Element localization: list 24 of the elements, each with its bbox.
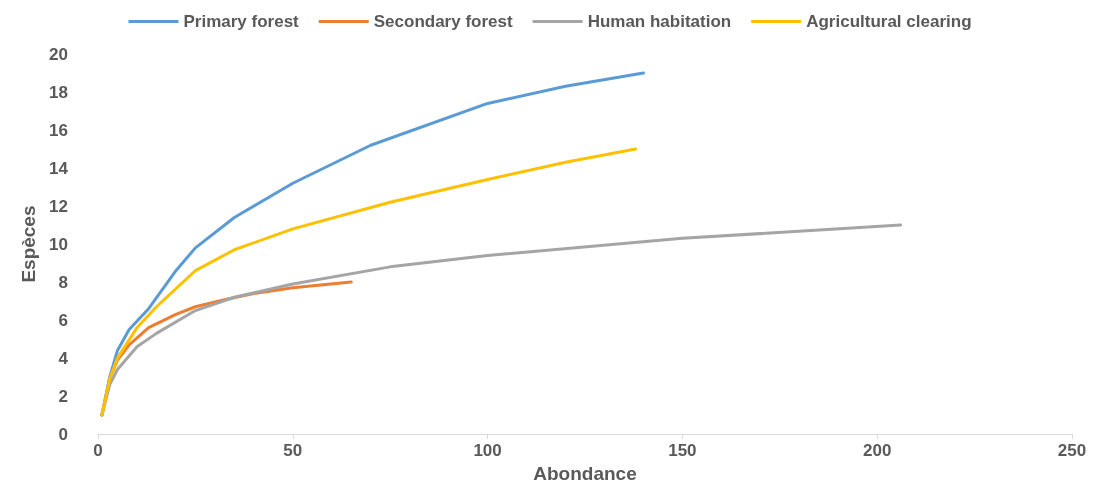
y-tick-label: 12	[49, 196, 68, 216]
x-tick-label: 100	[473, 441, 502, 461]
y-tick-label: 6	[58, 310, 68, 330]
x-tick-label: 50	[283, 441, 303, 461]
y-tick-label: 10	[49, 234, 68, 254]
y-tick-label: 18	[49, 82, 68, 102]
y-tick-label: 4	[58, 348, 69, 368]
x-tick-label: 250	[1057, 441, 1087, 461]
y-tick-label: 8	[58, 272, 68, 292]
x-axis-title: Abondance	[533, 463, 637, 484]
line-series	[100, 147, 638, 417]
x-tick-label: 200	[863, 441, 892, 461]
legend-label: Human habitation	[587, 12, 732, 31]
y-tick-label: 0	[58, 424, 68, 444]
legend-label: Primary forest	[183, 12, 300, 31]
y-tick-label: 16	[49, 120, 68, 140]
x-tick-label: 150	[668, 441, 697, 461]
legend-label: Agricultural clearing	[806, 12, 972, 31]
y-tick-label: 20	[49, 44, 68, 64]
y-tick-label: 14	[49, 158, 69, 178]
x-tick-label: 0	[93, 441, 103, 461]
y-axis-title: Espèces	[18, 205, 40, 283]
legend-label: Secondary forest	[373, 12, 513, 31]
y-tick-label: 2	[58, 386, 68, 406]
